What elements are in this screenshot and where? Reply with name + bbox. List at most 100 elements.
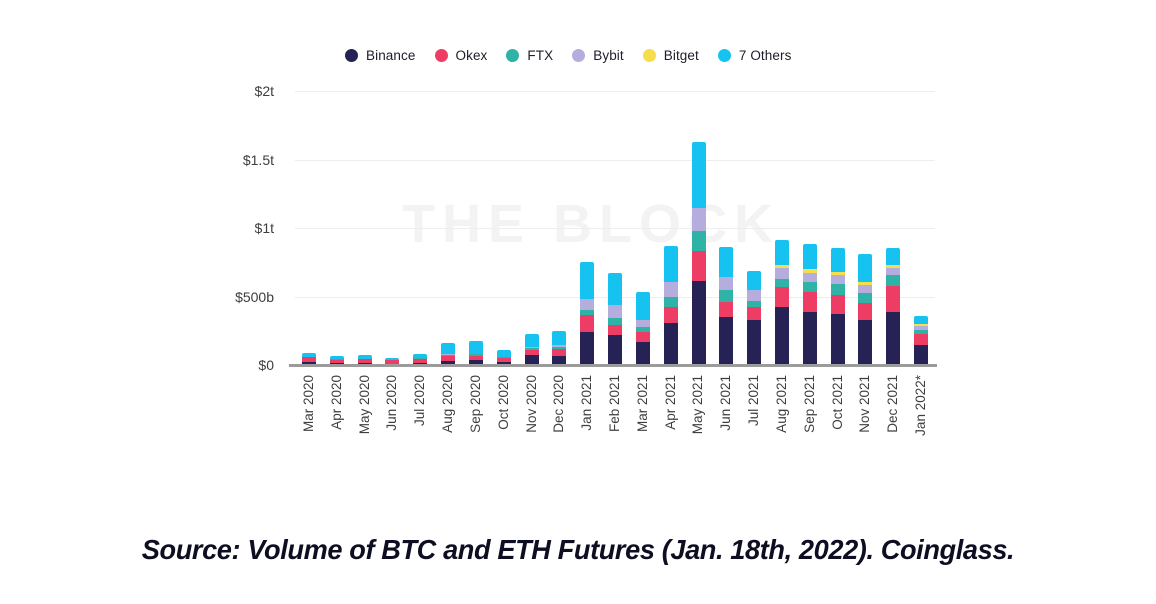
bar-segment-7-others bbox=[886, 248, 901, 266]
bar-segment-bitget bbox=[802, 269, 817, 273]
legend-label: Binance bbox=[366, 48, 416, 63]
bar-segment-okex bbox=[635, 331, 650, 342]
bar-segment-okex bbox=[524, 349, 539, 355]
x-tick-label: Jun 2020 bbox=[384, 375, 400, 431]
x-tick-label: Sep 2020 bbox=[467, 375, 483, 433]
bar-segment-bybit bbox=[608, 305, 623, 319]
bar-segment-ftx bbox=[663, 296, 678, 307]
bar-segment-binance bbox=[802, 312, 817, 365]
bar-segment-binance bbox=[663, 323, 678, 365]
bar-segment-bybit bbox=[747, 289, 762, 301]
stacked-bar-apr-2021 bbox=[663, 246, 678, 365]
bar-segment-okex bbox=[914, 334, 929, 345]
gridline bbox=[295, 91, 935, 92]
bar-segment-binance bbox=[858, 319, 873, 365]
x-tick-slot: Jun 2021 bbox=[712, 365, 740, 470]
legend-item-okex: Okex bbox=[434, 48, 488, 63]
bar-segment-7-others bbox=[858, 254, 873, 282]
x-tick-slot: Sep 2020 bbox=[462, 365, 490, 470]
y-tick-label: $1.5t bbox=[242, 151, 274, 168]
bar-segment-okex bbox=[691, 251, 706, 281]
bar-segment-ftx bbox=[719, 289, 734, 302]
bar-slot-may-2020 bbox=[351, 91, 379, 365]
x-tick-slot: Mar 2021 bbox=[629, 365, 657, 470]
bar-segment-bybit bbox=[691, 207, 706, 232]
y-tick-label: $500b bbox=[235, 288, 274, 305]
bar-segment-bybit bbox=[468, 353, 483, 355]
bar-segment-okex bbox=[441, 356, 456, 361]
bar-segment-okex bbox=[413, 358, 428, 363]
bar-segment-7-others bbox=[329, 356, 344, 359]
x-tick-slot: Jan 2021 bbox=[573, 365, 601, 470]
x-tick-label: May 2020 bbox=[356, 375, 372, 435]
bar-segment-okex bbox=[496, 357, 511, 362]
bar-segment-ftx bbox=[691, 231, 706, 252]
x-tick-label: Sep 2021 bbox=[801, 375, 817, 433]
stacked-bar-jul-2021 bbox=[747, 270, 762, 365]
bar-segment-ftx bbox=[747, 300, 762, 308]
x-tick-slot: Oct 2021 bbox=[824, 365, 852, 470]
chart-legend: Binance Okex FTX Bybit Bitget 7 Others bbox=[345, 48, 791, 63]
bar-segment-binance bbox=[830, 314, 845, 365]
bar-segment-bybit bbox=[719, 276, 734, 290]
legend-label: 7 Others bbox=[738, 48, 792, 63]
watermark-text: THE BLOCK bbox=[402, 194, 780, 254]
bar-segment-7-others bbox=[663, 246, 678, 282]
bar-segment-binance bbox=[691, 280, 706, 365]
stacked-bar-dec-2020 bbox=[552, 330, 567, 365]
bar-slot-may-2021 bbox=[685, 91, 713, 365]
bar-segment-bybit bbox=[802, 272, 817, 282]
x-tick-label: Jul 2021 bbox=[746, 375, 762, 427]
bar-slot-oct-2020 bbox=[490, 91, 518, 365]
bar-slot-mar-2020 bbox=[295, 91, 323, 365]
bar-segment-ftx bbox=[802, 281, 817, 292]
bar-slot-jan-2021 bbox=[573, 91, 601, 365]
bar-segment-ftx bbox=[635, 326, 650, 332]
x-tick-slot: Dec 2020 bbox=[545, 365, 573, 470]
bar-segment-okex bbox=[858, 302, 873, 320]
x-tick-slot: Apr 2020 bbox=[323, 365, 351, 470]
x-tick-label: Apr 2020 bbox=[328, 375, 344, 430]
bar-slot-jul-2021 bbox=[740, 91, 768, 365]
bar-segment-bybit bbox=[441, 354, 456, 356]
x-tick-label: Nov 2021 bbox=[857, 375, 873, 433]
x-tick-label: May 2021 bbox=[690, 375, 706, 435]
bar-slot-jun-2021 bbox=[712, 91, 740, 365]
bar-segment-7-others bbox=[774, 239, 789, 266]
bar-slot-jan-2022 bbox=[907, 91, 935, 365]
y-axis-labels: $2t $1.5t $1t $500b $0 bbox=[198, 83, 284, 373]
x-tick-slot: Oct 2020 bbox=[490, 365, 518, 470]
bar-segment-binance bbox=[774, 307, 789, 365]
x-tick-label: Nov 2020 bbox=[523, 375, 539, 433]
bar-segment-bitget bbox=[886, 265, 901, 268]
bar-segment-okex bbox=[301, 357, 316, 363]
bar-segment-bybit bbox=[524, 346, 539, 349]
bar-segment-okex bbox=[552, 349, 567, 356]
bar-slot-jun-2020 bbox=[378, 91, 406, 365]
x-tick-label: Oct 2020 bbox=[495, 375, 511, 430]
bar-segment-7-others bbox=[747, 270, 762, 290]
legend-dot-icon bbox=[434, 49, 448, 62]
bar-segment-ftx bbox=[914, 330, 929, 335]
legend-dot-icon bbox=[717, 49, 731, 62]
bar-segment-okex bbox=[357, 359, 372, 364]
bar-segment-bybit bbox=[635, 319, 650, 327]
x-tick-slot: Apr 2021 bbox=[657, 365, 685, 470]
bar-slot-nov-2021 bbox=[852, 91, 880, 365]
bars-container bbox=[295, 91, 935, 365]
bar-segment-binance bbox=[886, 311, 901, 365]
bar-segment-7-others bbox=[357, 355, 372, 359]
bar-slot-aug-2021 bbox=[768, 91, 796, 365]
bar-segment-7-others bbox=[496, 349, 511, 357]
x-tick-slot: Jul 2021 bbox=[740, 365, 768, 470]
bar-segment-ftx bbox=[774, 278, 789, 287]
bar-slot-dec-2021 bbox=[879, 91, 907, 365]
x-tick-label: Dec 2020 bbox=[551, 375, 567, 433]
bar-segment-okex bbox=[886, 285, 901, 312]
bar-segment-okex bbox=[608, 325, 623, 335]
bar-slot-dec-2020 bbox=[545, 91, 573, 365]
x-tick-label: Jul 2020 bbox=[412, 375, 428, 427]
legend-dot-icon bbox=[642, 49, 656, 62]
x-tick-label: Jan 2021 bbox=[579, 375, 595, 431]
x-tick-slot: Jun 2020 bbox=[378, 365, 406, 470]
